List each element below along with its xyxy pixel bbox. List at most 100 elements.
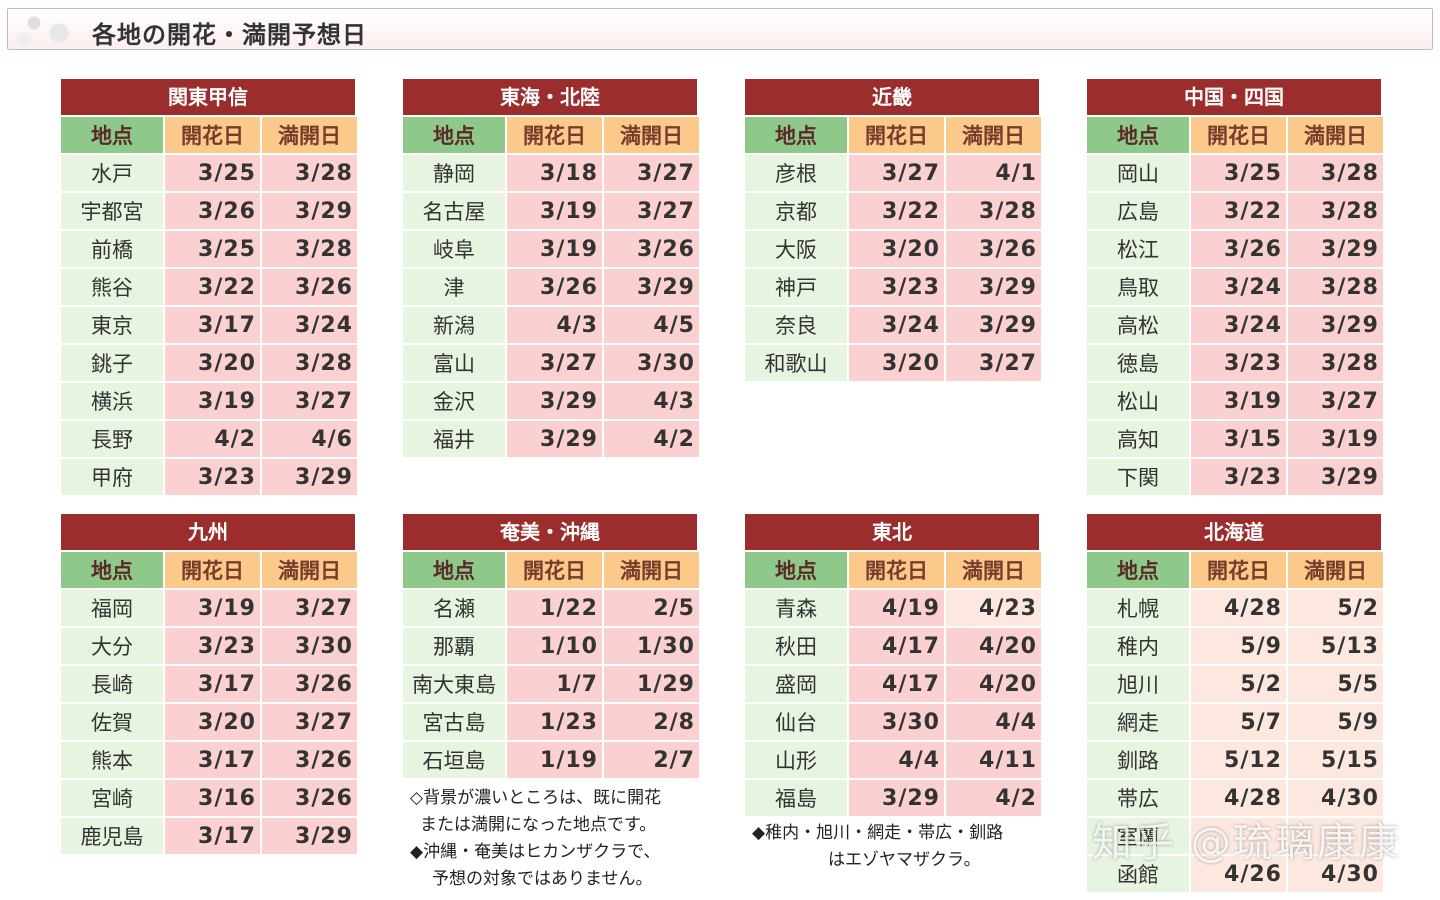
place-cell: 大阪 — [745, 231, 849, 269]
full-bloom-date-cell: 3/27 — [1288, 383, 1383, 421]
bloom-date-cell — [1191, 818, 1288, 856]
table-row: 甲府 3/23 3/29 — [61, 459, 357, 497]
header-bloom: 開花日 — [1191, 552, 1288, 590]
table-header-row: 地点 開花日 満開日 — [745, 117, 1041, 155]
table-row: 下関 3/23 3/29 — [1087, 459, 1383, 497]
table-row: 福島 3/29 4/2 — [745, 780, 1041, 818]
place-cell: 鳥取 — [1087, 269, 1191, 307]
table-row: 岡山 3/25 3/28 — [1087, 155, 1383, 193]
full-bloom-date-cell: 1/30 — [604, 628, 699, 666]
table-row: 鹿児島 3/17 3/29 — [61, 818, 357, 856]
table-row: 熊谷 3/22 3/26 — [61, 269, 357, 307]
header-full: 満開日 — [262, 552, 357, 590]
bloom-date-cell: 3/20 — [165, 704, 262, 742]
forecast-table: 地点 開花日 満開日 彦根 3/27 4/1 京都 3/22 3/28 大阪 3/20 3/26 神戸 3… — [745, 117, 1041, 383]
bloom-date-cell: 4/17 — [849, 666, 946, 704]
note-tohoku: ◆稚内・旭川・網走・帯広・釧路 はエゾヤマザクラ。 — [752, 820, 1052, 874]
header-place: 地点 — [745, 552, 849, 590]
bloom-date-cell: 4/4 — [849, 742, 946, 780]
bloom-date-cell: 3/26 — [165, 193, 262, 231]
full-bloom-date-cell: 3/26 — [262, 780, 357, 818]
bloom-date-cell: 4/3 — [507, 307, 604, 345]
table-row: 東京 3/17 3/24 — [61, 307, 357, 345]
full-bloom-date-cell: 3/29 — [262, 193, 357, 231]
place-cell: 奈良 — [745, 307, 849, 345]
place-cell: 岐阜 — [403, 231, 507, 269]
region-table: 北海道 地点 開花日 満開日 札幌 4/28 5/2 稚内 5/9 5/13 旭川 5/2 5/5 網走 5… — [1087, 514, 1383, 894]
place-cell: 室蘭 — [1087, 818, 1191, 856]
region-title: 近畿 — [745, 79, 1039, 115]
bloom-date-cell: 3/24 — [849, 307, 946, 345]
table-row: 京都 3/22 3/28 — [745, 193, 1041, 231]
full-bloom-date-cell: 2/8 — [604, 704, 699, 742]
header-place: 地点 — [745, 117, 849, 155]
place-cell: 宮崎 — [61, 780, 165, 818]
full-bloom-date-cell: 3/29 — [1288, 231, 1383, 269]
table-row: 那覇 1/10 1/30 — [403, 628, 699, 666]
full-bloom-date-cell: 4/20 — [946, 628, 1041, 666]
full-bloom-date-cell: 3/30 — [604, 345, 699, 383]
place-cell: 京都 — [745, 193, 849, 231]
bloom-date-cell: 3/25 — [1191, 155, 1288, 193]
table-header-row: 地点 開花日 満開日 — [61, 117, 357, 155]
table-row: 神戸 3/23 3/29 — [745, 269, 1041, 307]
full-bloom-date-cell: 4/1 — [946, 155, 1041, 193]
header-full: 満開日 — [1288, 552, 1383, 590]
full-bloom-date-cell: 3/29 — [604, 269, 699, 307]
header-bloom: 開花日 — [507, 552, 604, 590]
bloom-date-cell: 3/23 — [849, 269, 946, 307]
full-bloom-date-cell: 3/19 — [1288, 421, 1383, 459]
bloom-date-cell: 3/19 — [1191, 383, 1288, 421]
place-cell: 石垣島 — [403, 742, 507, 780]
bloom-date-cell: 3/18 — [507, 155, 604, 193]
full-bloom-date-cell: 3/28 — [1288, 345, 1383, 383]
full-bloom-date-cell: 3/29 — [262, 459, 357, 497]
note-line: ◇背景が濃いところは、既に開花 — [410, 788, 662, 808]
header-bloom: 開花日 — [849, 117, 946, 155]
region-title: 奄美・沖縄 — [403, 514, 697, 550]
table-header-row: 地点 開花日 満開日 — [403, 552, 699, 590]
bloom-date-cell: 3/15 — [1191, 421, 1288, 459]
full-bloom-date-cell: 4/11 — [946, 742, 1041, 780]
note-line: ◆稚内・旭川・網走・帯広・釧路 — [752, 823, 1004, 843]
region-title: 中国・四国 — [1087, 79, 1381, 115]
region-table: 中国・四国 地点 開花日 満開日 岡山 3/25 3/28 広島 3/22 3/28 松江 3/26 3… — [1087, 79, 1383, 497]
bloom-date-cell: 3/29 — [507, 383, 604, 421]
full-bloom-date-cell: 3/27 — [604, 155, 699, 193]
table-row: 奈良 3/24 3/29 — [745, 307, 1041, 345]
place-cell: 宇都宮 — [61, 193, 165, 231]
table-row: 横浜 3/19 3/27 — [61, 383, 357, 421]
table-row: 高松 3/24 3/29 — [1087, 307, 1383, 345]
forecast-table: 地点 開花日 満開日 福岡 3/19 3/27 大分 3/23 3/30 長崎 3/17 3/26 佐賀… — [61, 552, 357, 856]
full-bloom-date-cell: 3/29 — [946, 307, 1041, 345]
bloom-date-cell: 4/28 — [1191, 590, 1288, 628]
watermark: 知乎 @琉璃康康 — [1092, 820, 1401, 866]
place-cell: 名古屋 — [403, 193, 507, 231]
table-row: 銚子 3/20 3/28 — [61, 345, 357, 383]
bloom-date-cell: 3/17 — [165, 742, 262, 780]
table-row: 函館 4/26 4/30 — [1087, 856, 1383, 894]
forecast-table: 地点 開花日 満開日 札幌 4/28 5/2 稚内 5/9 5/13 旭川 5/2 5/5 網走 5/7 5… — [1087, 552, 1383, 894]
bloom-date-cell: 3/23 — [1191, 459, 1288, 497]
full-bloom-date-cell: 3/28 — [1288, 193, 1383, 231]
full-bloom-date-cell: 3/28 — [262, 345, 357, 383]
region-title: 九州 — [61, 514, 355, 550]
header-place: 地点 — [403, 117, 507, 155]
place-cell: 和歌山 — [745, 345, 849, 383]
full-bloom-date-cell: 3/29 — [1288, 459, 1383, 497]
place-cell: 彦根 — [745, 155, 849, 193]
note-line: 予想の対象ではありません。 — [432, 869, 653, 889]
table-header-row: 地点 開花日 満開日 — [61, 552, 357, 590]
place-cell: 東京 — [61, 307, 165, 345]
forecast-table: 地点 開花日 満開日 岡山 3/25 3/28 広島 3/22 3/28 松江 3/26 3/29 鳥取… — [1087, 117, 1383, 497]
region-table: 近畿 地点 開花日 満開日 彦根 3/27 4/1 京都 3/22 3/28 大阪 3/20 3/26 神… — [745, 79, 1041, 383]
bloom-date-cell: 5/7 — [1191, 704, 1288, 742]
header-bloom: 開花日 — [849, 552, 946, 590]
place-cell: 富山 — [403, 345, 507, 383]
full-bloom-date-cell: 5/2 — [1288, 590, 1383, 628]
table-row: 福井 3/29 4/2 — [403, 421, 699, 459]
place-cell: 南大東島 — [403, 666, 507, 704]
place-cell: 前橋 — [61, 231, 165, 269]
table-row: 岐阜 3/19 3/26 — [403, 231, 699, 269]
table-row: 山形 4/4 4/11 — [745, 742, 1041, 780]
